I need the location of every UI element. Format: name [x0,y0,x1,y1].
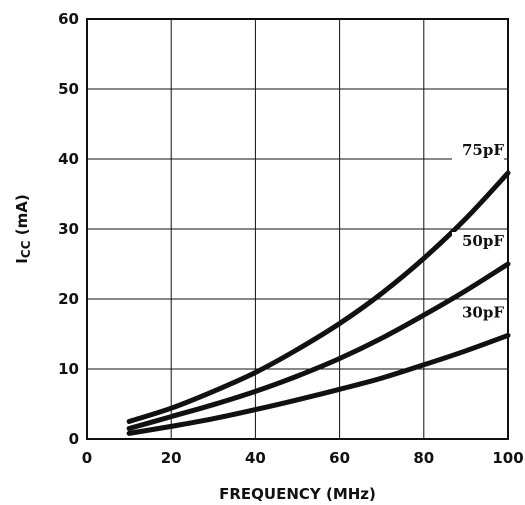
x-tick-label: 0 [82,449,92,467]
series-line-50pF [126,261,511,431]
x-axis-title: FREQUENCY (MHz) [219,485,376,503]
y-tick-label: 40 [58,150,79,168]
series-labels: 75pF 50pF 30pF [452,141,504,324]
y-tick-label: 20 [58,290,79,308]
series-line-75pF [126,170,511,424]
y-tick-label: 30 [58,220,79,238]
y-axis-title: ICC (mA) [13,194,33,263]
series-lines [126,170,511,436]
x-tick-label: 20 [161,449,182,467]
y-tick-label: 0 [69,430,79,448]
y-tick-label: 10 [58,360,79,378]
series-label-bg [452,303,504,324]
x-tick-labels: 0 20 40 60 80 100 [82,449,524,467]
x-tick-label: 40 [245,449,266,467]
series-label-75pF: 75pF [462,141,504,159]
x-tick-label: 100 [492,449,523,467]
y-axis-title-subscript: CC [19,240,33,258]
x-tick-label: 80 [413,449,434,467]
y-tick-labels: 0 10 20 30 40 50 60 [58,10,79,448]
y-tick-label: 60 [58,10,79,28]
x-tick-label: 60 [329,449,350,467]
series-line-30pF [126,332,511,436]
y-tick-label: 50 [58,80,79,98]
series-label-bg [452,232,504,252]
y-axis-title-unit: (mA) [13,194,31,240]
series-label-30pF: 30pF [462,303,504,321]
series-label-50pF: 50pF [462,232,504,250]
y-axis-title-main: I [13,258,31,264]
series-label-bg [452,141,504,161]
plot-frame [86,18,509,440]
